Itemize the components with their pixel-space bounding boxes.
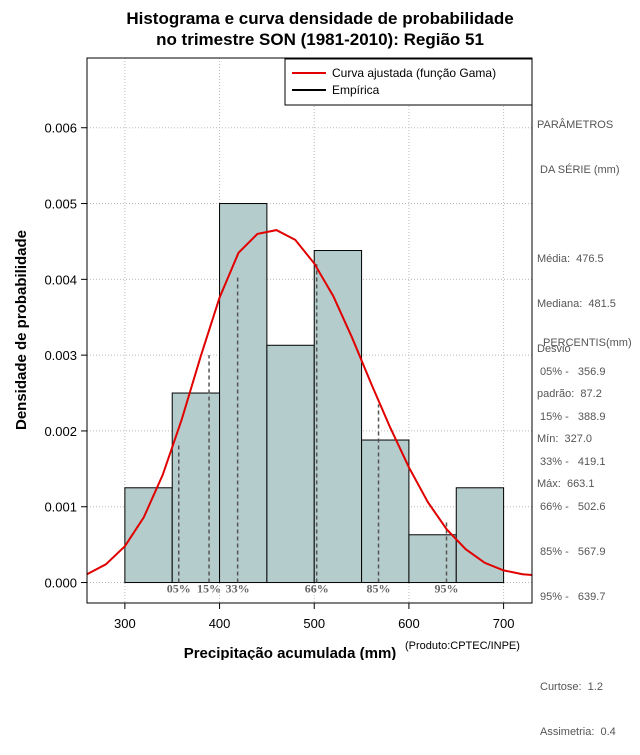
percentile-panel: 05% - 356.9 15% - 388.9 33% - 419.1 66% … bbox=[540, 335, 616, 755]
stat-median: Mediana: 481.5 bbox=[537, 298, 616, 310]
chart-title-line-1: Histograma e curva densidade de probabil… bbox=[126, 9, 514, 28]
x-tick-label-400: 400 bbox=[209, 616, 231, 631]
y-tick-label-1: 0.001 bbox=[44, 500, 77, 515]
percentile-label-85: 85% bbox=[367, 582, 391, 596]
legend-box bbox=[284, 58, 533, 106]
x-tick-label-700: 700 bbox=[493, 616, 515, 631]
legend: Curva ajustada (função Gama) Empírica bbox=[284, 58, 533, 106]
histogram-bar-400-450 bbox=[219, 203, 268, 584]
percentile-panel-header: PERCENTIS(mm) bbox=[543, 337, 632, 349]
percentile-05: 05% - 356.9 bbox=[540, 366, 606, 378]
percentile-15: 15% - 388.9 bbox=[540, 411, 606, 423]
y-tick-label-4: 0.004 bbox=[44, 272, 77, 287]
histogram-bars bbox=[124, 203, 505, 584]
stat-max: Máx: 663.1 bbox=[537, 478, 595, 490]
axes: 300 400 500 600 700 0.000 0.001 0.002 0.003 0.004… bbox=[44, 121, 514, 631]
histogram-bar-600-650 bbox=[408, 534, 457, 584]
histogram-bar-500-550 bbox=[313, 250, 363, 584]
percentile-lines bbox=[177, 264, 448, 583]
y-tick-label-5: 0.005 bbox=[44, 197, 77, 212]
x-tick-label-600: 600 bbox=[398, 616, 420, 631]
percentile-66: 66% - 502.6 bbox=[540, 501, 606, 513]
y-tick-label-3: 0.003 bbox=[44, 348, 77, 363]
percentile-label-95: 95% bbox=[435, 582, 459, 596]
stat-skewness: Assimetria: 0.4 bbox=[540, 726, 616, 738]
y-axis-label: Densidade de probabilidade bbox=[13, 230, 30, 430]
product-credit: (Produto:CPTEC/INPE) bbox=[405, 640, 520, 652]
stat-mean: Média: 476.5 bbox=[537, 253, 604, 265]
chart-title-line-2: no trimestre SON (1981-2010): Região 51 bbox=[156, 30, 484, 49]
percentile-label-15: 15% bbox=[197, 582, 221, 596]
x-axis-label: Precipitação acumulada (mm) bbox=[184, 645, 397, 660]
percentile-33: 33% - 419.1 bbox=[540, 456, 606, 468]
y-tick-label-0: 0.000 bbox=[44, 576, 77, 591]
y-tick-label-6: 0.006 bbox=[44, 121, 77, 136]
legend-label-empirical: Empírica bbox=[332, 83, 380, 97]
histogram-bar-450-500 bbox=[266, 344, 315, 584]
percentile-95: 95% - 639.7 bbox=[540, 591, 606, 603]
stats-header: PARÂMETROS bbox=[537, 119, 614, 131]
fitted-curve-line bbox=[87, 229, 532, 576]
stats-panel: PARÂMETROS DA SÉRIE (mm) Média: 476.5 Me… bbox=[537, 88, 620, 507]
x-tick-label-500: 500 bbox=[303, 616, 325, 631]
histogram-bar-650-700 bbox=[455, 487, 505, 584]
percentile-label-66: 66% bbox=[305, 582, 329, 596]
fitted-curve-layer bbox=[87, 229, 532, 576]
stat-std-label: Desvio bbox=[537, 343, 571, 355]
percentile-85: 85% - 567.9 bbox=[540, 546, 606, 558]
histogram-chart: 05% 15% 33% 66% 85% 95% 300 400 500 600 700 0.000 0… bbox=[13, 57, 533, 660]
legend-label-curve: Curva ajustada (função Gama) bbox=[332, 66, 496, 80]
y-tick-label-2: 0.002 bbox=[44, 424, 77, 439]
plot-frame bbox=[86, 57, 533, 604]
percentile-labels: 05% 15% 33% 66% 85% 95% bbox=[167, 582, 459, 596]
x-tick-label-300: 300 bbox=[114, 616, 136, 631]
stat-std: padrão: 87.2 bbox=[537, 388, 602, 400]
histogram-bar-550-600 bbox=[361, 439, 410, 584]
stat-min: Mín: 327.0 bbox=[537, 433, 593, 445]
stats-subheader: DA SÉRIE (mm) bbox=[537, 164, 620, 176]
stat-kurtosis: Curtose: 1.2 bbox=[540, 681, 603, 693]
percentile-label-05: 05% bbox=[167, 582, 191, 596]
percentile-label-33: 33% bbox=[226, 582, 250, 596]
